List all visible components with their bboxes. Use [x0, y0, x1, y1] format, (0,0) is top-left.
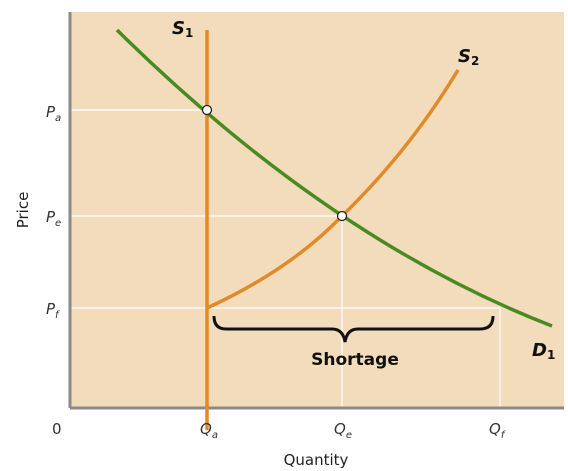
ytick-pe-sub: e [55, 218, 61, 229]
xtick-qa-base: Q [200, 420, 212, 438]
plot-area [70, 12, 564, 408]
label-s2-sub: 2 [471, 54, 479, 68]
origin-label: 0 [52, 420, 62, 438]
demand-curve-d1 [115, 28, 553, 328]
label-d1: D1 [532, 340, 555, 362]
shortage-label: Shortage [311, 350, 399, 370]
xtick-qf-base: Q [489, 420, 501, 438]
xtick-qa-sub: a [212, 430, 218, 441]
label-d1-base: D [532, 340, 547, 361]
ytick-pa: Pa [46, 103, 61, 124]
xtick-qa: Qa [200, 420, 218, 441]
xtick-qf-sub: f [501, 430, 506, 441]
point-e [336, 210, 348, 222]
label-d1-sub: 1 [547, 348, 555, 362]
y-axis-title: Price [14, 192, 32, 229]
ytick-pa-base: P [46, 103, 56, 121]
x-axis-title: Quantity [284, 451, 349, 469]
ytick-pf-sub: f [55, 310, 60, 321]
xtick-qe-base: Q [334, 420, 346, 438]
ytick-pe-base: P [46, 208, 56, 226]
xtick-qf: Qf [489, 420, 506, 441]
ytick-pe: Pe [46, 208, 61, 229]
label-s1-base: S [172, 18, 185, 39]
point-a [201, 104, 213, 116]
label-s1-sub: 1 [185, 26, 193, 40]
shortage-brace [212, 315, 495, 343]
label-s2-base: S [458, 46, 471, 67]
ytick-pf: Pf [46, 300, 60, 321]
label-s2: S2 [458, 46, 479, 68]
ytick-pf-base: P [46, 300, 56, 318]
xtick-qe: Qe [334, 420, 352, 441]
xtick-qe-sub: e [346, 430, 352, 441]
ytick-pa-sub: a [55, 113, 61, 124]
guide-lines [70, 109, 501, 408]
label-s1: S1 [172, 18, 193, 40]
